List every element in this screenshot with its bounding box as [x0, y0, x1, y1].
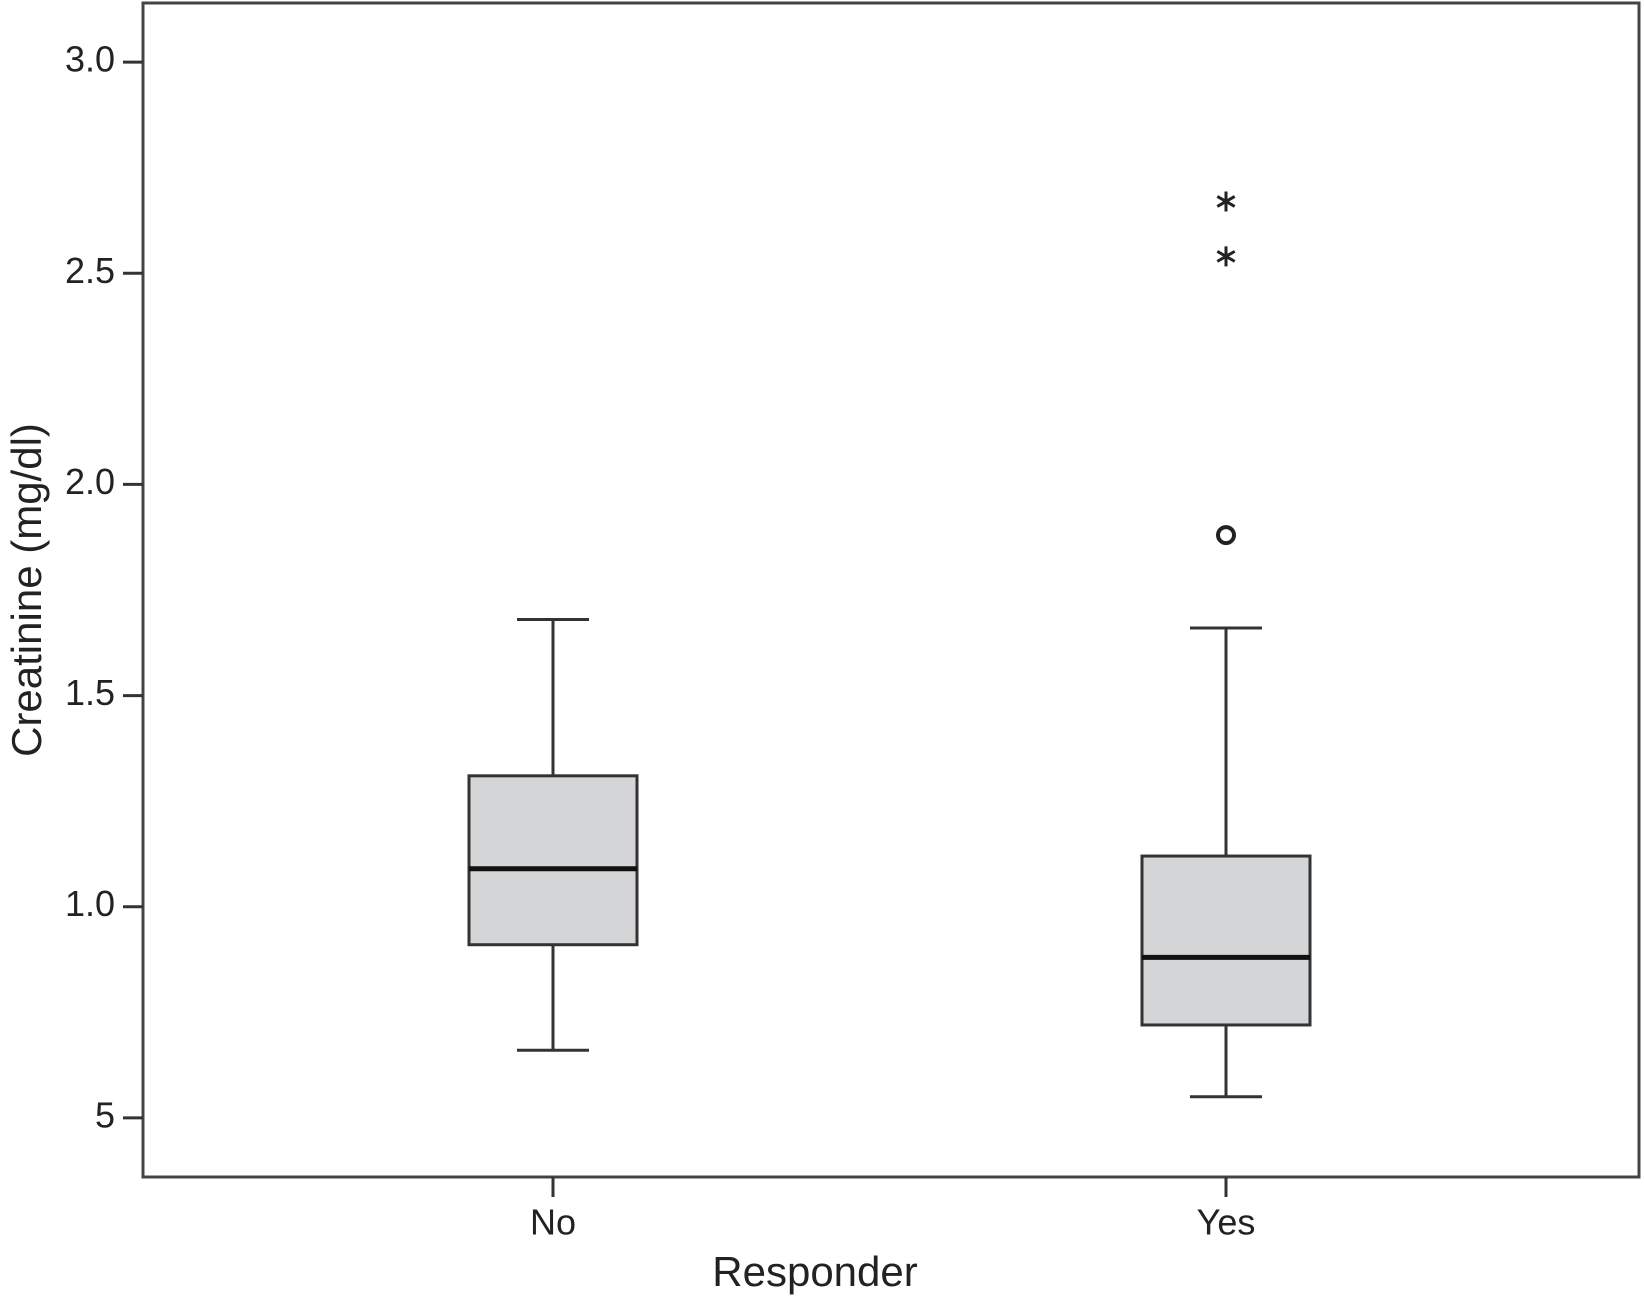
extreme	[1216, 246, 1236, 267]
y-tick-label: 2.5	[65, 250, 115, 291]
x-tick-label: No	[530, 1202, 576, 1243]
x-tick-label: Yes	[1197, 1202, 1256, 1243]
x-axis-title: Responder	[712, 1248, 917, 1295]
extreme	[1216, 191, 1236, 212]
plot-frame	[141, 1, 1641, 1179]
y-tick-label: 2.0	[65, 461, 115, 502]
box	[467, 774, 639, 947]
y-tick-label: 3.0	[65, 39, 115, 80]
box	[1140, 854, 1312, 1027]
y-tick-label: 1.5	[65, 672, 115, 713]
y-tick-label: 1.0	[65, 883, 115, 924]
y-axis-title: Creatinine (mg/dl)	[3, 423, 50, 757]
outlier	[1216, 525, 1236, 546]
y-tick-label: 5	[95, 1094, 115, 1135]
